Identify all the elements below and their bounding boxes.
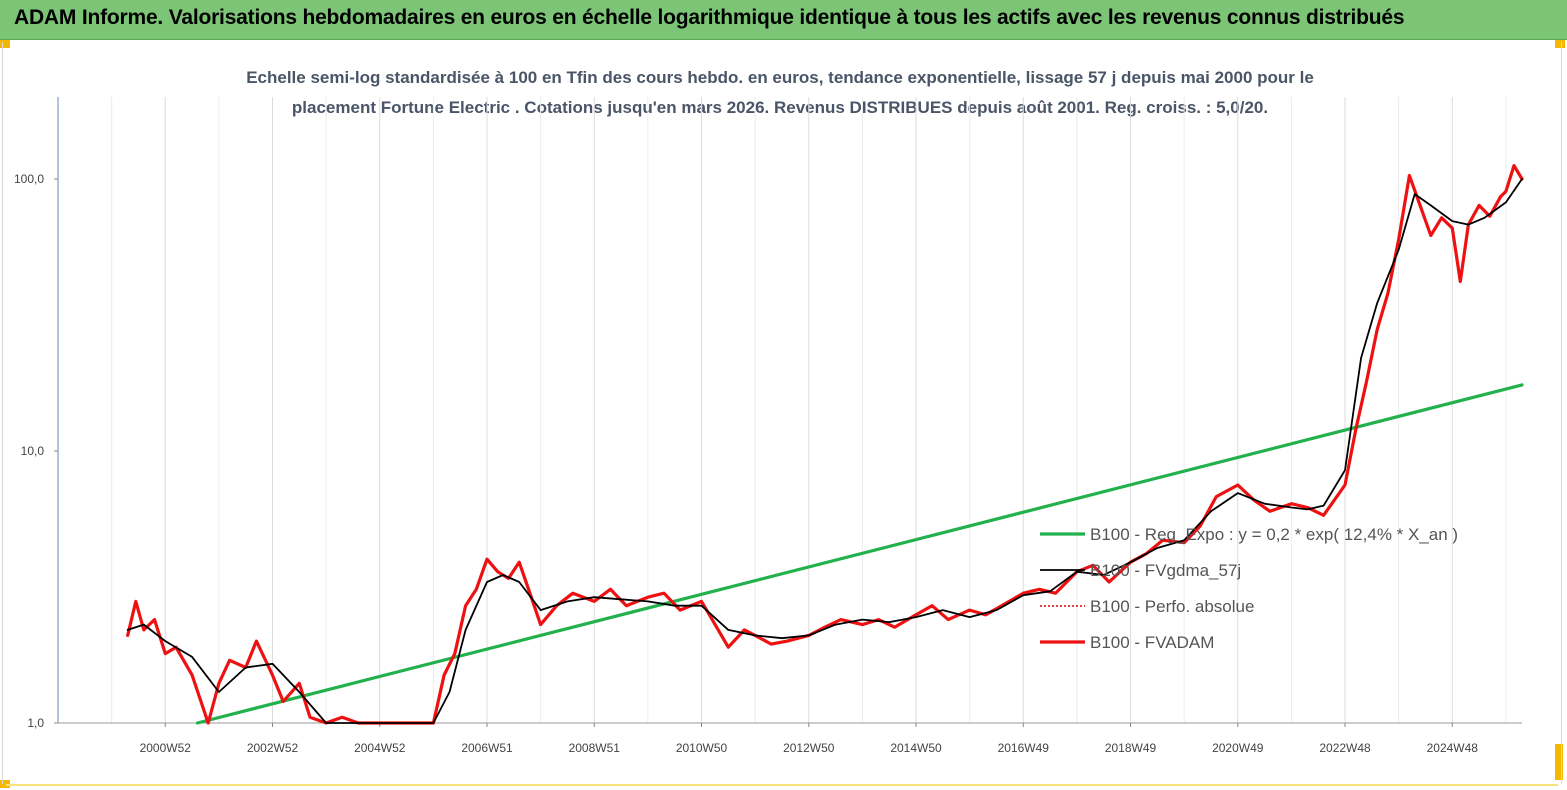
- x-tick-label: 2018W49: [1105, 741, 1157, 755]
- x-tick-label: 2014W50: [890, 741, 942, 755]
- x-tick-label: 2012W50: [783, 741, 835, 755]
- x-tick-label: 2010W50: [676, 741, 728, 755]
- corner-marker-top-left: [0, 40, 10, 48]
- x-tick-label: 2008W51: [569, 741, 621, 755]
- corner-marker-top-right: [1555, 40, 1565, 48]
- x-tick-label: 2024W48: [1427, 741, 1479, 755]
- report-title: ADAM Informe. Valorisations hebdomadaire…: [14, 6, 1405, 29]
- legend-label: B100 - FVADAM: [1090, 633, 1214, 652]
- corner-marker-bottom-left: [0, 780, 10, 788]
- frame-bottom-line: [6, 784, 1558, 786]
- legend-label: B100 - Reg_Expo : y = 0,2 * exp( 12,4% *…: [1090, 525, 1458, 544]
- series-line-3: [126, 164, 1524, 725]
- x-tick-label: 2006W51: [461, 741, 513, 755]
- x-tick-label: 2002W52: [247, 741, 299, 755]
- grid-lines: [111, 97, 1507, 723]
- chart-frame: [2, 42, 1562, 784]
- x-tick-label: 2022W48: [1319, 741, 1371, 755]
- x-tick-label: 2020W49: [1212, 741, 1264, 755]
- x-tick-label: 2016W49: [998, 741, 1050, 755]
- axes: 1,0 10,0 100,0 2000W52 2002W52 2004W52 2006W51…: [14, 97, 1522, 755]
- y-tick-label: 10,0: [21, 444, 45, 458]
- legend: B100 - Reg_Expo : y = 0,2 * exp( 12,4% *…: [1040, 525, 1458, 652]
- series-line-0: [195, 383, 1524, 725]
- chart-subtitle-line-1: Echelle semi-log standardisée à 100 en T…: [246, 68, 1314, 87]
- y-tick-label: 1,0: [27, 716, 44, 730]
- corner-marker-bottom-right: [1555, 744, 1563, 780]
- x-tick-label: 2000W52: [140, 741, 192, 755]
- series-line-1: [126, 178, 1523, 724]
- x-tick-label: 2004W52: [354, 741, 406, 755]
- y-tick-label: 100,0: [14, 172, 44, 186]
- series-lines: [126, 164, 1524, 725]
- legend-label: B100 - FVgdma_57j: [1090, 561, 1241, 580]
- chart-subtitle-line-2: placement Fortune Electric . Cotations j…: [291, 98, 1269, 117]
- report-banner: ADAM Informe. Valorisations hebdomadaire…: [0, 0, 1567, 40]
- legend-label: B100 - Perfo. absolue: [1090, 597, 1254, 616]
